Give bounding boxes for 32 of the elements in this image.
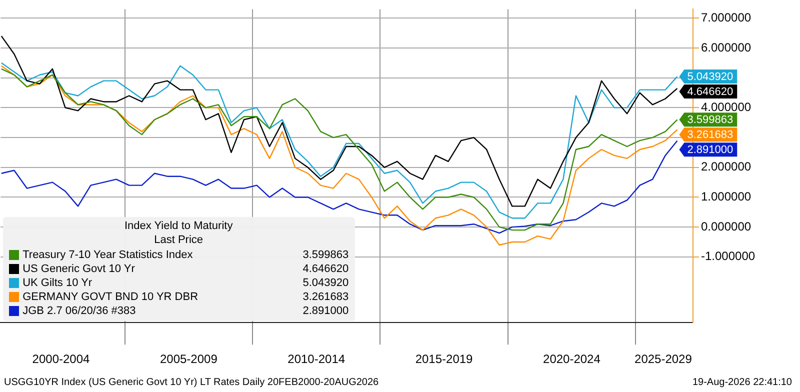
y-tick-label: 4.000000: [701, 100, 752, 114]
text: 19-Aug-2026 22:41:10: [692, 377, 792, 388]
data-label: 3.261683: [687, 129, 734, 142]
data-label: 2.891000: [687, 144, 734, 156]
legend-label: US Generic Govt 10 Yr: [22, 262, 136, 275]
y-tick-label: 1.000000: [701, 190, 752, 204]
data-label: 4.646620: [687, 86, 734, 98]
y-tick-label: -1.000000: [701, 249, 756, 264]
text: 4.646620: [302, 262, 349, 275]
legend-label: Treasury 7-10 Year Statistics Index: [22, 248, 194, 261]
x-tick-label: 2020-2024: [543, 352, 601, 366]
text: 3.261683: [302, 290, 349, 303]
text: 5.043920: [302, 276, 349, 289]
y-tick-label: 6.000000: [701, 40, 752, 54]
x-tick-label: 2005-2009: [160, 352, 218, 366]
text: USGG10YR Index (US Generic Govt 10 Yr) LT Rates Daily 20FEB2000-20AUG2026: [4, 377, 379, 388]
x-tick-label: 2010-2014: [288, 352, 346, 366]
text: 3.599863: [302, 248, 349, 261]
legend-label: JGB 2.7 06/20/36 #383: [22, 304, 137, 317]
legend-label: UK Gilts 10 Yr: [22, 276, 94, 289]
x-tick-label: 2000-2004: [32, 352, 90, 366]
legend-label: GERMANY GOVT BND 10 YR DBR: [22, 290, 200, 303]
y-tick-label: 0.000000: [701, 219, 752, 234]
x-tick-label: 2025-2029: [634, 352, 692, 366]
y-tick-label: 2.000000: [701, 160, 752, 174]
legend-title: Index Yield to Maturity: [123, 220, 234, 234]
y-tick-label: 7.000000: [701, 10, 752, 24]
data-label: 5.043920: [687, 71, 734, 84]
x-tick-label: 2015-2019: [415, 352, 474, 366]
data-label: 3.599863: [687, 114, 734, 126]
annotation: Last Price: [153, 234, 204, 248]
text: 2.891000: [302, 304, 349, 317]
